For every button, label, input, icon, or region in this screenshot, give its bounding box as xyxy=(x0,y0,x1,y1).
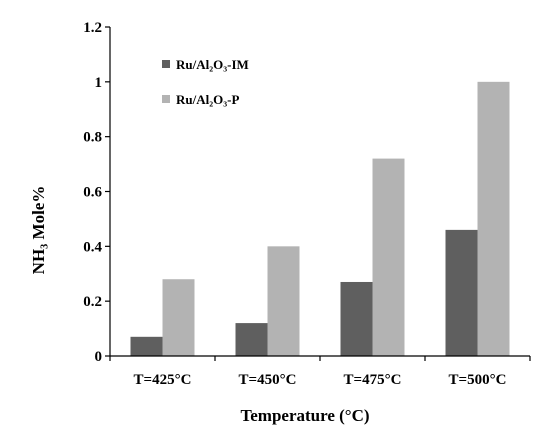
y-ticks-group: 0 0.2 0.4 0.6 0.8 1 1.2 xyxy=(83,20,110,365)
bar-p xyxy=(267,246,300,356)
legend: Ru/Al₂O₃-IM Ru/Al₂O₃-P xyxy=(162,57,249,107)
bar-im xyxy=(130,336,163,356)
bar-p xyxy=(162,279,195,356)
legend-swatch-im xyxy=(162,60,170,68)
y-tick-label: 0 xyxy=(95,349,103,365)
x-category-label: T=475°C xyxy=(344,372,402,388)
bar-im xyxy=(235,323,268,356)
legend-label-im: Ru/Al₂O₃-IM xyxy=(176,57,249,72)
x-category-label: T=500°C xyxy=(449,372,507,388)
y-axis-title: NH₃ Mole% xyxy=(29,186,48,275)
legend-label-p: Ru/Al₂O₃-P xyxy=(176,92,239,107)
bar-im xyxy=(340,281,373,356)
y-tick-label: 1.2 xyxy=(83,20,102,36)
bar-p xyxy=(372,158,405,356)
bar-p xyxy=(477,81,510,356)
x-axis-title: Temperature (°C) xyxy=(240,406,369,425)
y-tick-label: 0.4 xyxy=(83,239,102,255)
bars-group xyxy=(130,81,510,356)
y-tick-label: 0.2 xyxy=(83,294,102,310)
x-category-label: T=450°C xyxy=(239,372,297,388)
x-ticks-group: T=425°C T=450°C T=475°C T=500°C xyxy=(109,356,531,388)
y-tick-label: 0.8 xyxy=(83,130,102,146)
x-category-label: T=425°C xyxy=(134,372,192,388)
bar-im xyxy=(445,229,478,356)
y-tick-label: 0.6 xyxy=(83,185,102,201)
legend-swatch-p xyxy=(162,95,170,103)
y-tick-label: 1 xyxy=(95,75,103,91)
